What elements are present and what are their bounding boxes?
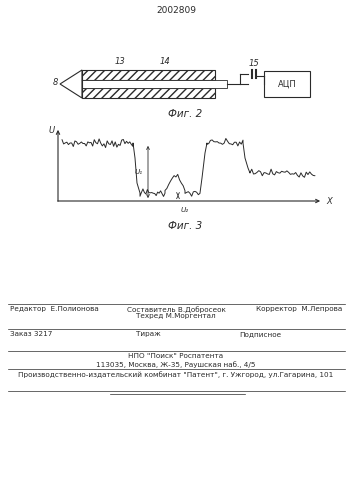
Text: Редактор  Е.Полионова: Редактор Е.Полионова (10, 306, 99, 312)
Text: 13: 13 (115, 57, 125, 66)
Text: Тираж: Тираж (136, 331, 160, 337)
Text: Фиг. 2: Фиг. 2 (168, 109, 202, 119)
Bar (82, 88, 215, 98)
Bar (82, 70, 215, 80)
Text: 8: 8 (53, 77, 58, 86)
Text: Фиг. 3: Фиг. 3 (168, 221, 202, 231)
Text: U: U (49, 126, 55, 135)
Text: НПО "Поиск" Роспатента: НПО "Поиск" Роспатента (128, 353, 223, 359)
Text: Корректор  М.Лепрова: Корректор М.Лепрова (256, 306, 342, 312)
Text: Составитель В.Добросеок: Составитель В.Добросеок (127, 306, 226, 313)
Text: Подписное: Подписное (239, 331, 281, 337)
Text: Заказ 3217: Заказ 3217 (10, 331, 52, 337)
Bar (264, 71, 310, 97)
Text: 15: 15 (249, 59, 259, 68)
Text: 2002809: 2002809 (156, 6, 196, 15)
Text: 14: 14 (160, 57, 170, 66)
Text: U₂: U₂ (181, 207, 189, 213)
Text: АЦП: АЦП (277, 79, 297, 88)
Text: Производственно-издательский комбинат "Патент", г. Ужгород, ул.Гагарина, 101: Производственно-издательский комбинат "П… (18, 371, 334, 378)
Bar (82, 80, 227, 88)
Text: U₁: U₁ (135, 169, 143, 175)
Text: X: X (326, 197, 332, 206)
Text: Техред М.Моргентал: Техред М.Моргентал (136, 313, 216, 319)
Text: 113035, Москва, Ж-35, Раушская наб., 4/5: 113035, Москва, Ж-35, Раушская наб., 4/5 (96, 361, 256, 368)
